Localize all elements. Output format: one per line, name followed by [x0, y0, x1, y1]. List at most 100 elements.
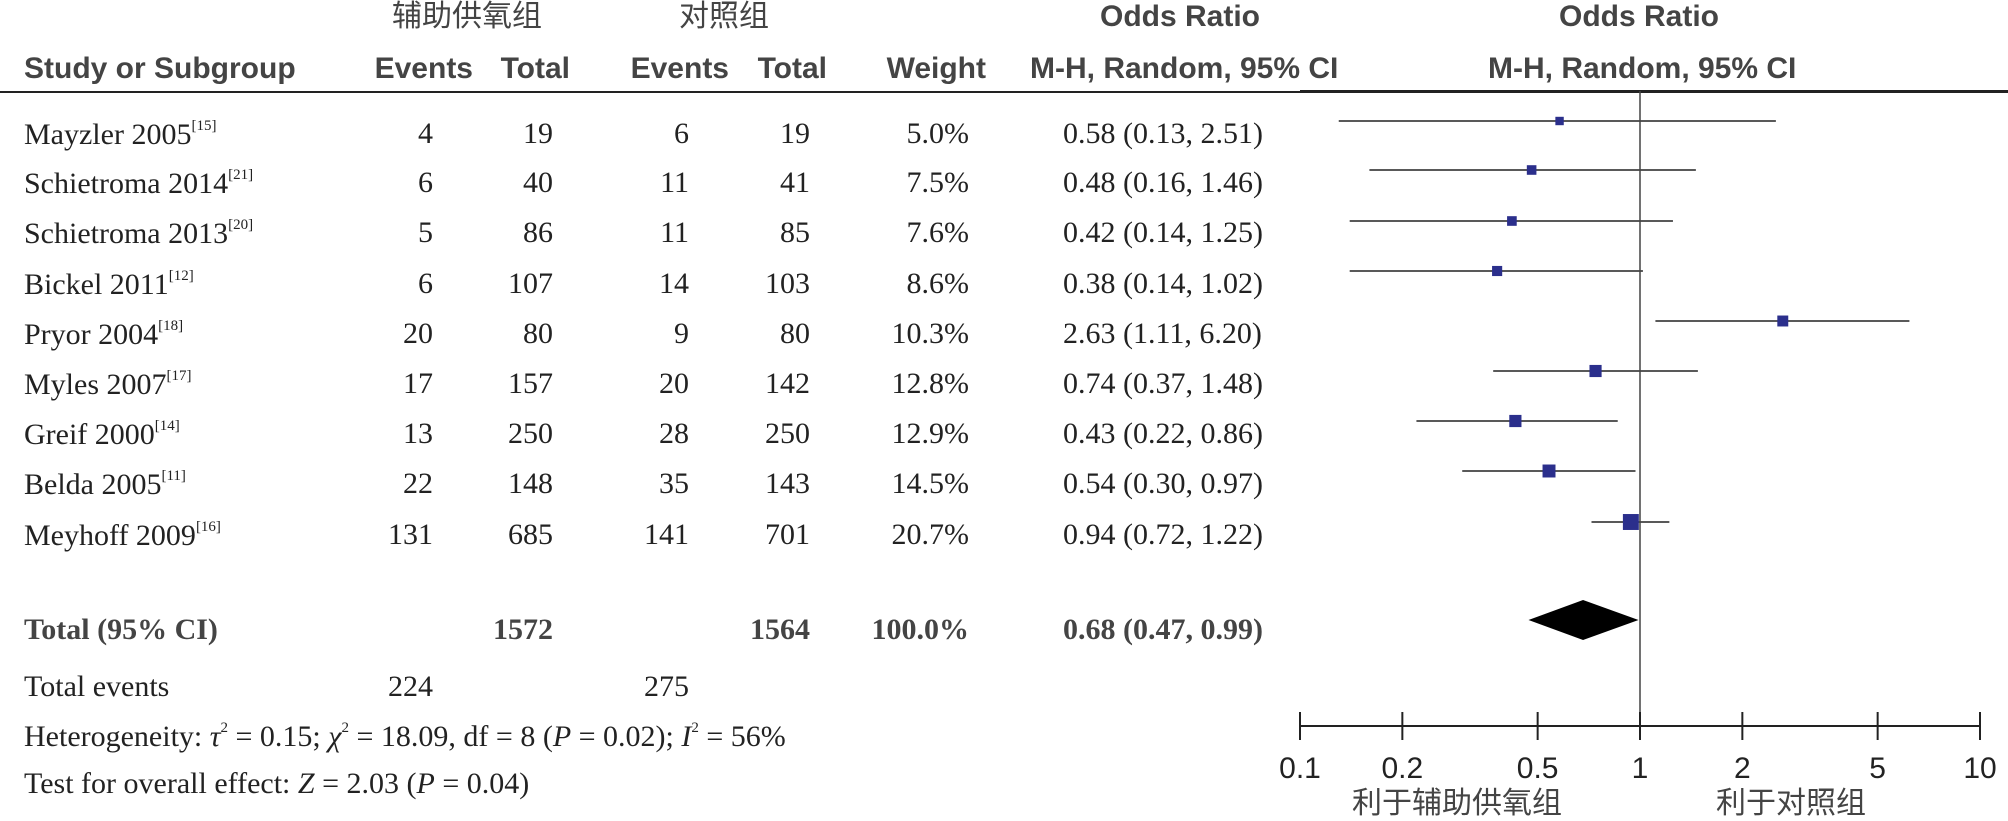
events2-cell: 35	[659, 467, 689, 500]
total1-sum: 1572	[493, 613, 553, 646]
odds-ratio-plot-title: Odds Ratio	[1559, 0, 1720, 33]
total-events2: 275	[644, 670, 689, 703]
or-cell: 0.38 (0.14, 1.02)	[1063, 267, 1263, 300]
study-name: Greif 2000[14]	[24, 418, 180, 451]
events1-cell: 6	[418, 166, 433, 199]
weight-cell: 20.7%	[891, 518, 970, 551]
weight-cell: 7.6%	[906, 216, 970, 249]
or-cell: 0.54 (0.30, 0.97)	[1063, 467, 1263, 500]
study-name: Pryor 2004[18]	[24, 318, 184, 351]
events2-cell: 9	[674, 317, 689, 350]
events2-cell: 6	[674, 117, 689, 150]
col-events1-header: Events	[374, 52, 473, 85]
total1-cell: 19	[523, 117, 553, 150]
events2-cell: 11	[660, 166, 689, 199]
total-weight: 100.0%	[871, 613, 970, 646]
events1-cell: 4	[418, 117, 433, 150]
study-name: Schietroma 2014[21]	[24, 167, 254, 200]
or-cell: 2.63 (1.11, 6.20)	[1063, 317, 1262, 350]
weight-cell: 8.6%	[906, 267, 970, 300]
events1-cell: 20	[403, 317, 433, 350]
total-label: Total (95% CI)	[24, 613, 218, 646]
total1-cell: 86	[523, 216, 553, 249]
total2-cell: 143	[765, 467, 810, 500]
events1-cell: 22	[403, 467, 433, 500]
odds-ratio-table-title: Odds Ratio	[1100, 0, 1261, 33]
overall-effect-text: Test for overall effect: Z = 2.03 (P = 0…	[24, 767, 530, 800]
events2-cell: 14	[659, 267, 689, 300]
pooled-diamond	[1528, 600, 1639, 640]
weight-cell: 5.0%	[906, 117, 970, 150]
total2-sum: 1564	[750, 613, 810, 646]
events2-cell: 141	[644, 518, 689, 551]
study-name: Mayzler 2005[15]	[24, 118, 217, 151]
point-estimate-marker	[1589, 364, 1602, 378]
weight-cell: 12.8%	[891, 367, 970, 400]
total2-cell: 85	[780, 216, 810, 249]
study-name: Bickel 2011[12]	[24, 268, 194, 301]
col-weight-header: Weight	[886, 52, 986, 85]
x-tick-label: 0.2	[1381, 752, 1423, 785]
col-total2-header: Total	[757, 52, 827, 85]
study-name: Schietroma 2013[20]	[24, 217, 254, 250]
or-cell: 0.48 (0.16, 1.46)	[1063, 166, 1263, 199]
total1-cell: 157	[508, 367, 553, 400]
total1-cell: 250	[508, 417, 553, 450]
point-estimate-marker	[1555, 116, 1564, 126]
events1-cell: 5	[418, 216, 433, 249]
total1-cell: 107	[508, 267, 553, 300]
total2-cell: 701	[765, 518, 810, 551]
col-events2-header: Events	[630, 52, 729, 85]
x-tick-label: 5	[1869, 752, 1886, 785]
total2-cell: 41	[780, 166, 810, 199]
total-events1: 224	[388, 670, 433, 703]
point-estimate-marker	[1492, 265, 1503, 277]
group2-header: 对照组	[679, 0, 769, 34]
point-estimate-marker	[1622, 514, 1639, 530]
col-method-header: M-H, Random, 95% CI	[1030, 52, 1339, 85]
events1-cell: 13	[403, 417, 433, 450]
total-events-label: Total events	[24, 670, 170, 703]
total1-cell: 80	[523, 317, 553, 350]
weight-cell: 12.9%	[891, 417, 970, 450]
total2-cell: 250	[765, 417, 810, 450]
col-total1-header: Total	[500, 52, 570, 85]
x-tick-label: 0.1	[1279, 752, 1321, 785]
favours-right-label: 利于对照组	[1716, 786, 1866, 821]
x-tick-label: 1	[1632, 752, 1649, 785]
heterogeneity-text: Heterogeneity: τ2 = 0.15; χ2 = 18.09, df…	[24, 720, 786, 753]
weight-cell: 14.5%	[891, 467, 970, 500]
events1-cell: 131	[388, 518, 433, 551]
pooled-or: 0.68 (0.47, 0.99)	[1063, 613, 1263, 646]
total1-cell: 40	[523, 166, 553, 199]
events1-cell: 6	[418, 267, 433, 300]
point-estimate-marker	[1509, 414, 1522, 428]
x-axis-ticks: 0.1 0.2 0.5 1 2 5 10	[1279, 712, 1997, 785]
study-name: Myles 2007[17]	[24, 368, 192, 401]
total2-cell: 103	[765, 267, 810, 300]
point-estimate-marker	[1542, 464, 1556, 478]
point-estimate-marker	[1777, 315, 1789, 327]
or-cell: 0.58 (0.13, 2.51)	[1063, 117, 1263, 150]
point-estimate-marker	[1507, 216, 1517, 226]
col-method-plot-header: M-H, Random, 95% CI	[1488, 52, 1797, 85]
or-cell: 0.42 (0.14, 1.25)	[1063, 216, 1263, 249]
total2-cell: 80	[780, 317, 810, 350]
point-estimate-marker	[1526, 165, 1537, 175]
or-cell: 0.94 (0.72, 1.22)	[1063, 518, 1263, 551]
x-tick-label: 0.5	[1517, 752, 1559, 785]
or-cell: 0.74 (0.37, 1.48)	[1063, 367, 1263, 400]
x-tick-label: 10	[1963, 752, 1996, 785]
events1-cell: 17	[403, 367, 433, 400]
header-rule	[0, 91, 2008, 93]
study-name: Meyhoff 2009[16]	[24, 519, 221, 552]
events2-cell: 11	[660, 216, 689, 249]
total1-cell: 685	[508, 518, 553, 551]
events2-cell: 28	[659, 417, 689, 450]
total1-cell: 148	[508, 467, 553, 500]
or-cell: 0.43 (0.22, 0.86)	[1063, 417, 1263, 450]
total2-cell: 19	[780, 117, 810, 150]
favours-left-label: 利于辅助供氧组	[1352, 786, 1562, 821]
total2-cell: 142	[765, 367, 810, 400]
